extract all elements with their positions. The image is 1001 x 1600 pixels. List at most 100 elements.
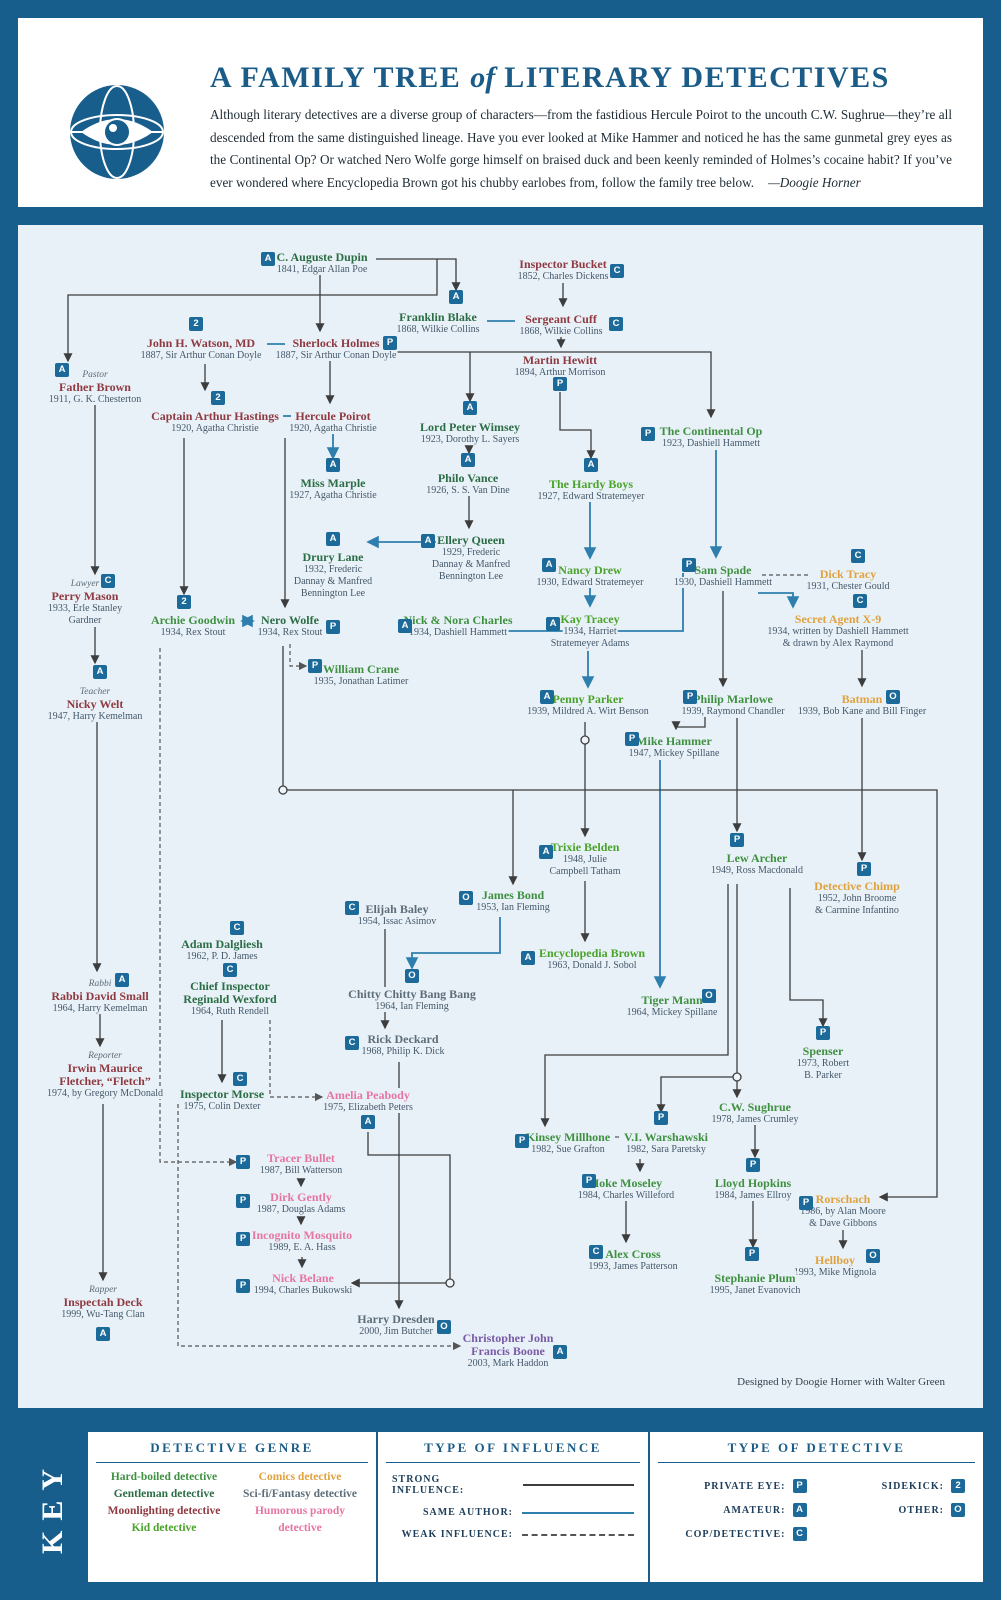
detective-name: Nick & Nora Charles	[402, 613, 514, 627]
detective-name: Kinsey Millhone	[524, 1130, 612, 1144]
badge-label: COP/DETECTIVE:	[685, 1528, 786, 1540]
tree-node-lloyd-hopkins: Lloyd Hopkins 1984, James Ellroy	[713, 1176, 793, 1202]
tree-node-william-crane: William Crane 1935, Jonathan Latimer	[312, 662, 410, 688]
type-badge-O: O	[437, 1320, 451, 1334]
detective-name: Inspector Morse	[178, 1087, 266, 1101]
edge-junction	[278, 785, 288, 795]
type-badge-A: A	[96, 1327, 110, 1341]
detective-name: The Continental Op	[658, 424, 764, 438]
detective-info: 1984, James Ellroy	[713, 1190, 793, 1201]
tree-node-perry-mason: Lawyer Perry Mason 1933, Erle Stanley Gardn…	[46, 579, 124, 627]
type-badge-P: P	[236, 1279, 250, 1293]
poster-header: A FAMILY TREE of LITERARY DETECTIVES Alt…	[18, 18, 983, 207]
type-badge-O: O	[702, 989, 716, 1003]
tree-node-inspectah-deck: Rapper Inspectah Deck 1999, Wu-Tang Clan	[60, 1285, 146, 1321]
key-genre-kid: Kid detective	[131, 1522, 197, 1534]
tree-node-rorschach: Rorschach 1986, by Alan Moore & Dave Gibbo…	[799, 1192, 887, 1230]
tree-node-adam-dalgliesh: Adam Dalgliesh 1962, P. D. James	[180, 937, 264, 963]
detective-info: 1911, G. K. Chesterton	[47, 394, 143, 405]
tree-node-rick-deckard: Rick Deckard 1968, Philip K. Dick	[360, 1032, 446, 1058]
type-badge-P: P	[625, 732, 639, 746]
type-badge-A: A	[398, 619, 412, 633]
detective-info: 1962, P. D. James	[185, 951, 259, 962]
tree-node-penny-parker: Penny Parker 1939, Mildred A. Wirt Benson	[526, 692, 650, 718]
detective-info: 1947, Mickey Spillane	[627, 748, 721, 759]
type-badge-A: A	[539, 845, 553, 859]
tree-node-lew-archer: Lew Archer 1949, Ross Macdonald	[710, 851, 804, 877]
influence-edge-weak	[177, 1104, 462, 1351]
tree-node-rabbi-david-small: Rabbi Rabbi David Small 1964, Harry Kemelm…	[50, 979, 150, 1015]
detective-name: Sherlock Holmes	[291, 336, 381, 350]
type-badge-P: P	[683, 690, 697, 704]
type-badge-A: A	[540, 690, 554, 704]
detective-info: 1948, Julie Campbell Tatham	[548, 854, 622, 877]
detective-info: 1963, Donald J. Sobol	[546, 960, 638, 971]
detective-info: 1954, Issac Asimov	[356, 916, 438, 927]
detective-name: Franklin Blake	[398, 310, 478, 324]
detective-name: Secret Agent X-9	[793, 612, 883, 626]
tree-node-miss-marple: Miss Marple 1927, Agatha Christie	[288, 476, 378, 502]
type-badge-C: C	[101, 574, 115, 588]
tree-node-sergeant-cuff: Sergeant Cuff 1868, Wilkie Collins	[518, 312, 604, 338]
key-label-text: KEY	[36, 1459, 69, 1555]
detective-info: 1923, Dorothy L. Sayers	[419, 434, 521, 445]
type-badge-A: A	[421, 534, 435, 548]
detective-name: William Crane	[321, 662, 401, 676]
detective-name: Inspector Bucket	[518, 257, 608, 271]
detective-info: 1978, James Crumley	[710, 1114, 800, 1125]
genre-columns: Hard-boiled detective Gentleman detective…	[96, 1469, 368, 1537]
type-badge-A: A	[361, 1115, 375, 1129]
type-badge-A: A	[326, 532, 340, 546]
type-badge-C: C	[851, 549, 865, 563]
tree-node-amelia-peabody: Amelia Peabody 1975, Elizabeth Peters	[322, 1088, 414, 1114]
tree-node-stephanie-plum: Stephanie Plum 1995, Janet Evanovich	[708, 1271, 802, 1297]
detective-name: Encyclopedia Brown	[537, 946, 647, 960]
detective-info: 1923, Dashiell Hammett	[660, 438, 762, 449]
type-badge-P: P	[308, 659, 322, 673]
detective-name: Mike Hammer	[635, 734, 713, 748]
detective-name: C.W. Sughrue	[718, 1100, 792, 1114]
influence-edge-strong	[540, 884, 729, 1128]
key-detective-section: TYPE OF DETECTIVE PRIVATE EYE: P AMATEUR: A…	[648, 1432, 983, 1582]
detective-info: 1995, Janet Evanovich	[708, 1285, 802, 1296]
detective-name: Amelia Peabody	[325, 1088, 411, 1102]
influence-label: STRONG INFLUENCE:	[392, 1474, 465, 1496]
tree-node-tracer-bullet: Tracer Bullet 1987, Bill Watterson	[258, 1151, 344, 1177]
detective-info: 1974, by Gregory McDonald	[45, 1088, 165, 1099]
type-badge-A: A	[93, 665, 107, 679]
tree-node-christopher-john: Christopher John Francis Boone 2003, Mark …	[461, 1331, 555, 1370]
tree-node-father-brown: Pastor Father Brown 1911, G. K. Chesterton	[47, 370, 143, 406]
detective-info: 2003, Mark Haddon	[466, 1358, 550, 1369]
detective-name: Alex Cross	[604, 1247, 662, 1261]
strong-line-sample	[523, 1484, 634, 1486]
type-badge-O: O	[459, 891, 473, 905]
detective-name: Ellery Queen	[436, 533, 506, 547]
tree-node-nancy-drew: Nancy Drew 1930, Edward Stratemeyer	[535, 563, 645, 589]
key-influence-section: TYPE OF INFLUENCE STRONG INFLUENCE: SAME …	[376, 1432, 648, 1582]
profession-label: Reporter	[86, 1051, 124, 1062]
type-badge-C: C	[853, 594, 867, 608]
byline: —Doogie Horner	[768, 175, 861, 191]
family-tree-chart: C. Auguste Dupin 1841, Edgar Allan Poe A In…	[18, 225, 983, 1408]
tree-node-philip-marlowe: Philip Marlowe 1939, Raymond Chandler	[680, 692, 786, 718]
detective-info: 1932, Frederic Dannay & Manfred Bennington…	[292, 564, 374, 599]
detective-info: 1887, Sir Arthur Conan Doyle	[139, 350, 263, 361]
detective-info: 1927, Edward Stratemeyer	[536, 491, 646, 502]
tree-node-chitty-chitty-bang-bang: Chitty Chitty Bang Bang 1964, Ian Fleming	[347, 987, 477, 1013]
detective-name: Nero Wolfe	[260, 613, 320, 627]
detective-info: 1986, by Alan Moore & Dave Gibbons	[799, 1206, 887, 1229]
detective-name: C. Auguste Dupin	[275, 250, 369, 264]
key-genre-comics: Comics detective	[258, 1471, 342, 1483]
type-badge-P: P	[746, 1158, 760, 1172]
detective-info: 1930, Dashiell Hammett	[672, 577, 774, 588]
influence-edge-weak	[269, 1020, 324, 1102]
type-badge-P: P	[383, 336, 397, 350]
type-badge-C: C	[230, 921, 244, 935]
key-influence-author: SAME AUTHOR:	[392, 1507, 634, 1518]
detective-info: 1934, Dashiell Hammett	[407, 627, 509, 638]
tree-node-trixie-belden: Trixie Belden 1948, Julie Campbell Tatham	[548, 840, 622, 878]
type-badge-P: P	[799, 1196, 813, 1210]
detective-info: 2000, Jim Butcher	[358, 1326, 434, 1337]
key-badge-A: AMATEUR: A	[658, 1503, 807, 1517]
